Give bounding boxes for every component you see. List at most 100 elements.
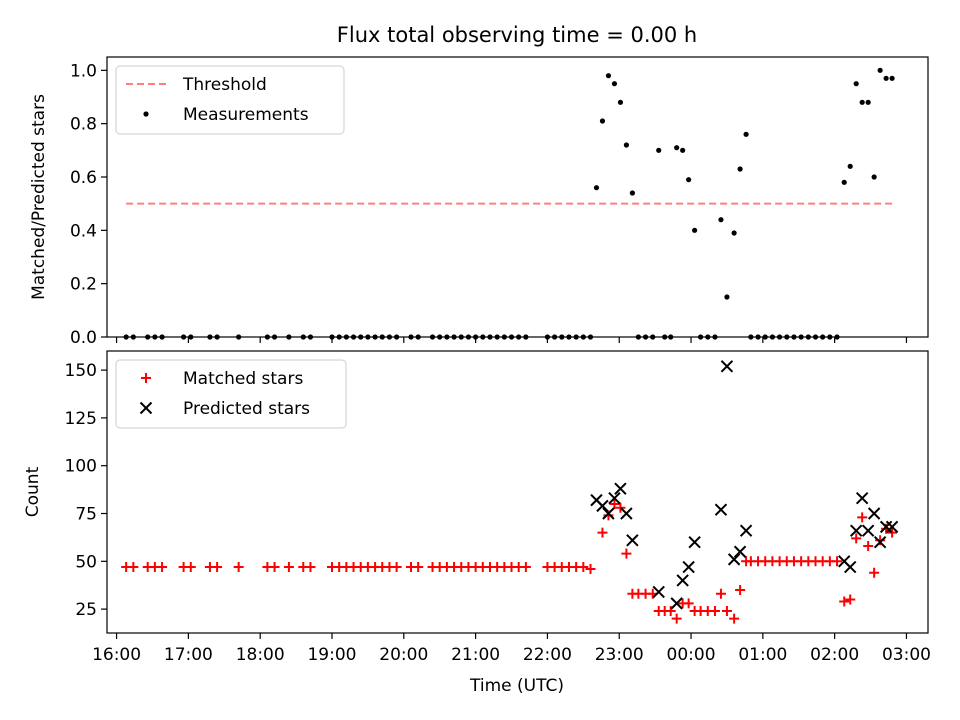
x-tick-label: 02:00 [810, 645, 859, 665]
matched-star-point [869, 567, 880, 578]
matched-star-point [305, 562, 316, 573]
predicted-star-point [652, 585, 665, 599]
measurement-point [841, 179, 847, 185]
x-tick-label: 21:00 [451, 645, 500, 665]
y-tick-label: 75 [75, 505, 97, 525]
y-tick-label: 25 [75, 600, 97, 620]
top-y-axis-label: Matched/Predicted stars [29, 94, 49, 300]
matched-star-point [887, 527, 898, 538]
matched-star-point [665, 606, 676, 617]
bottom-y-axis-label: Count [23, 466, 43, 517]
measurement-point [674, 145, 680, 151]
legend-label: Threshold [182, 75, 267, 95]
matched-star-point [391, 562, 402, 573]
bottom-x-axis: 16:00 17:00 18:00 19:00 20:00 21:00 22:00 23:00… [92, 633, 931, 665]
top-y-axis: 0.0 0.2 0.4 0.6 0.8 1.0 [70, 61, 107, 348]
matched-star-point [875, 535, 886, 546]
predicted-star-point [626, 534, 639, 547]
predicted-star-point [602, 507, 615, 520]
y-tick-label: 150 [65, 361, 97, 381]
y-tick-label: 0.8 [70, 115, 97, 135]
legend-predicted-swatch [139, 401, 153, 415]
legend-label: Predicted stars [183, 399, 310, 419]
matched-star-point [128, 562, 139, 573]
measurement-point [686, 177, 692, 183]
measurement-point [680, 147, 686, 153]
bottom-legend: Matched stars Predicted stars [115, 359, 347, 429]
matched-star-point [839, 596, 850, 607]
measurement-point [853, 81, 859, 87]
matched-star-point [597, 527, 608, 538]
measurement-point [718, 217, 724, 223]
matched-star-point [603, 510, 614, 521]
y-tick-label: 100 [65, 457, 97, 477]
matched-star-point [832, 556, 843, 567]
measurement-point [883, 75, 889, 81]
x-tick-label: 16:00 [92, 645, 141, 665]
bottom-axes-frame [106, 350, 929, 634]
predicted-star-point [873, 535, 887, 549]
x-tick-label: 20:00 [379, 645, 428, 665]
predicted-star-point [855, 492, 869, 505]
measurement-point [629, 190, 635, 196]
matched-star-point [585, 563, 596, 574]
measurement-point [692, 227, 698, 233]
legend-label: Measurements [183, 105, 309, 125]
measurement-point [724, 294, 730, 300]
predicted-star-point [676, 574, 689, 587]
x-tick-label: 03:00 [882, 645, 931, 665]
predicted-star-point [614, 482, 627, 495]
matched-star-point [212, 562, 223, 573]
measurement-point [611, 81, 618, 87]
predicted-star-point [733, 545, 747, 558]
measurement-point [737, 166, 743, 172]
matched-star-point [283, 562, 294, 573]
legend-matched-swatch [141, 373, 151, 383]
matched-star-point [845, 594, 856, 605]
predicted-star-point [727, 553, 741, 566]
matched-star-point [621, 548, 632, 559]
bottom-plot-marks [121, 360, 899, 624]
matched-star-point [735, 584, 746, 595]
measurement-point [617, 99, 624, 105]
top-plot-marks [123, 67, 895, 340]
matched-star-point [683, 598, 694, 609]
legend-box [115, 65, 345, 135]
predicted-star-point [596, 499, 609, 513]
y-tick-label: 0.6 [70, 168, 97, 188]
predicted-star-point [885, 520, 899, 534]
y-tick-label: 0.4 [70, 221, 97, 241]
bottom-y-axis: 25 50 75 100 125 150 [65, 361, 107, 620]
predicted-star-point [714, 503, 728, 516]
legend-label: Matched stars [183, 369, 303, 389]
bottom-x-axis-label: Time (UTC) [469, 676, 564, 696]
y-tick-label: 1.0 [70, 61, 97, 81]
matched-star-point [609, 498, 620, 509]
bottom-panel: 25 50 75 100 125 150 16:00 17:00 18:00 19:00 20:0… [23, 350, 931, 696]
x-tick-label: 17:00 [164, 645, 213, 665]
matched-star-point [851, 533, 862, 544]
predicted-star-point [670, 597, 683, 610]
legend-measurement-swatch [143, 111, 149, 117]
matched-star-point [578, 562, 589, 573]
matched-star-point [233, 562, 244, 573]
top-legend: Threshold Measurements [115, 65, 345, 135]
measurement-point [889, 75, 895, 81]
top-axes-frame [106, 56, 929, 338]
y-tick-label: 50 [75, 552, 97, 572]
measurement-point [623, 142, 630, 148]
measurement-point [859, 99, 865, 105]
predicted-star-point [739, 524, 753, 537]
top-x-axis-ticks [115, 337, 908, 343]
top-panel: 0.0 0.2 0.4 0.6 0.8 1.0 Matched/Predicted sta… [29, 56, 929, 348]
figure-title: Flux total observing time = 0.00 h [337, 23, 697, 47]
measurement-point [871, 174, 877, 180]
x-tick-label: 19:00 [307, 645, 356, 665]
matched-star-point [520, 562, 531, 573]
predicted-star-point [620, 507, 633, 520]
x-tick-label: 00:00 [667, 645, 716, 665]
predicted-star-point [608, 492, 621, 505]
matched-star-point [863, 541, 874, 552]
measurement-point [599, 118, 606, 124]
